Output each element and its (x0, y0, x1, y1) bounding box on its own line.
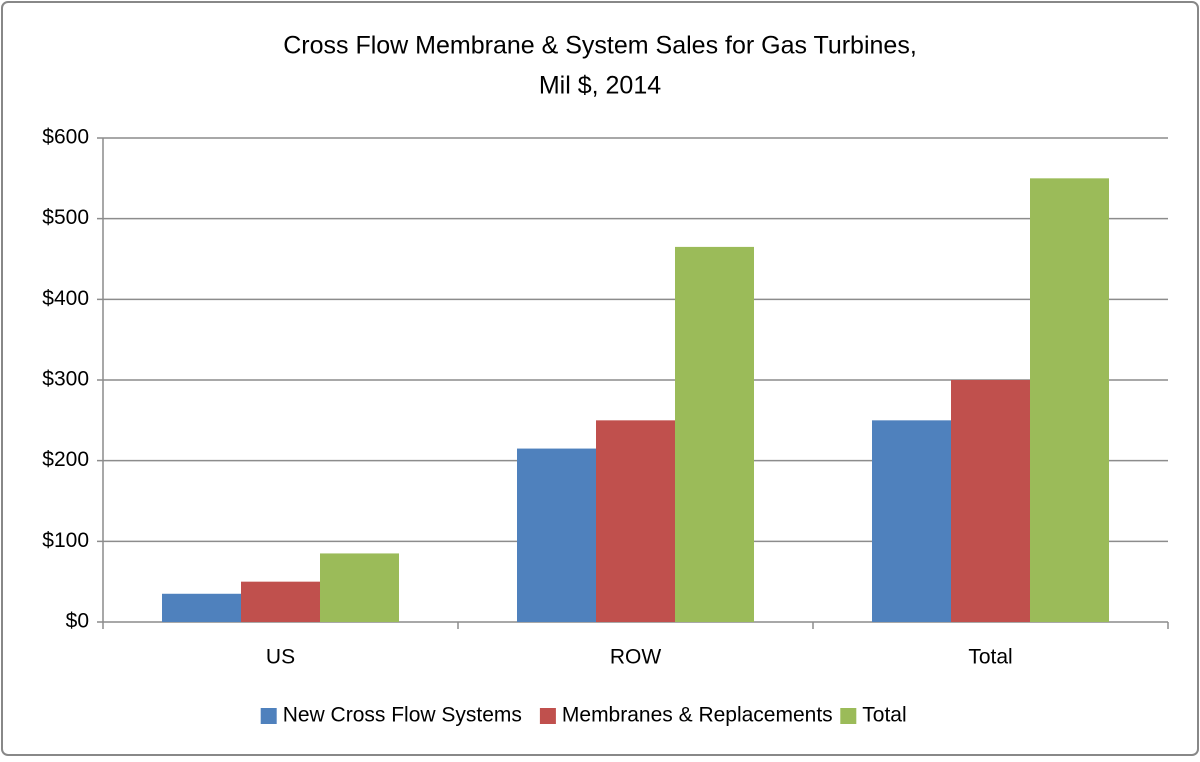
chart-title: Mil $, 2014 (539, 72, 661, 100)
x-tick-label: ROW (610, 646, 662, 669)
bar (1030, 178, 1109, 623)
bar (241, 581, 320, 622)
chart-title: Cross Flow Membrane & System Sales for G… (283, 32, 917, 60)
y-tick-label: $300 (42, 368, 89, 391)
x-tick-label: Total (968, 646, 1012, 669)
y-tick-label: $0 (66, 610, 89, 633)
y-tick-label: $200 (42, 448, 89, 471)
legend-swatch (840, 708, 857, 724)
y-tick-label: $100 (42, 529, 89, 552)
legend-swatch (539, 708, 556, 724)
bar (596, 420, 675, 622)
legend-label: Membranes & Replacements (562, 704, 833, 727)
bar (517, 448, 596, 622)
y-tick-label: $500 (42, 206, 89, 229)
legend-label: New Cross Flow Systems (283, 704, 522, 727)
x-tick-label: US (266, 646, 295, 669)
bar (951, 380, 1030, 622)
bar (675, 246, 754, 622)
y-tick-label: $400 (42, 287, 89, 310)
legend-label: Total (862, 704, 906, 727)
bar (162, 593, 241, 622)
bar (872, 420, 951, 622)
legend-swatch (260, 708, 277, 724)
y-tick-label: $600 (42, 126, 89, 149)
bar (320, 553, 399, 622)
